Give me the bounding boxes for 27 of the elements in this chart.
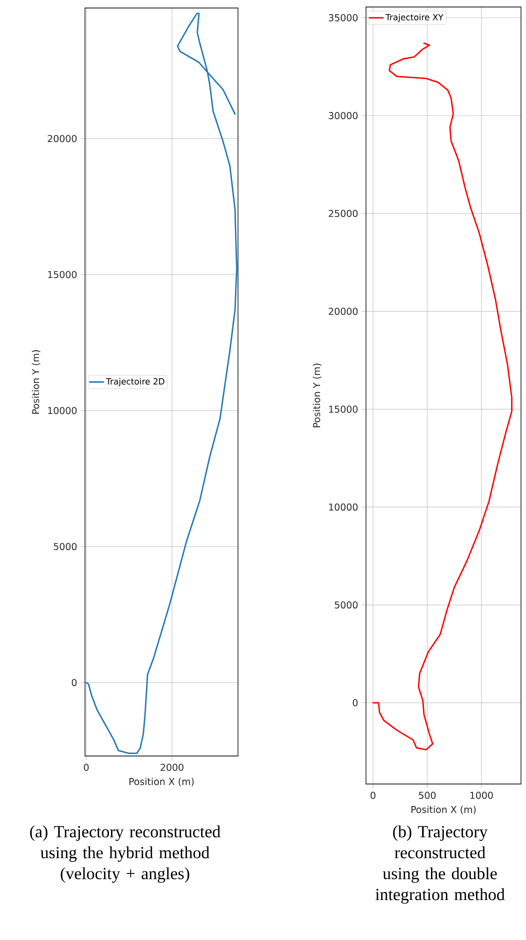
- y-tick-label: 5000: [334, 601, 358, 608]
- text: (a) Trajectory reconstructed using the hybrid method (velocity + angles): [30, 826, 221, 883]
- line-series: [372, 42, 513, 750]
- y-axis-title: Position Y (m): [312, 364, 322, 428]
- y-tick-label: 5000: [54, 542, 77, 550]
- x-tick-label: 1000: [470, 792, 493, 799]
- y-tick-label: 15000: [48, 270, 77, 278]
- y-tick-label: 10000: [329, 503, 358, 511]
- y-tick-label: 25000: [328, 210, 358, 218]
- y-tick-label: 20000: [328, 308, 358, 315]
- y-axis-title: Position Y (m): [32, 350, 40, 414]
- text: (b) Trajectory reconstructed using the double integration method: [376, 826, 505, 904]
- x-axis-title: Position X (m): [412, 806, 476, 814]
- x-tick-label: 500: [419, 792, 436, 799]
- y-tick-label: 10000: [48, 406, 77, 414]
- y-tick-label: 15000: [329, 406, 358, 413]
- y-tick-label: 20000: [48, 134, 77, 142]
- legend-label: Trajectoire 2D: [106, 378, 164, 386]
- y-tick-label: 30000: [328, 112, 358, 120]
- x-tick-label: 2000: [160, 764, 184, 771]
- x-axis-title: Position X (m): [130, 778, 194, 786]
- y-tick-label: 0: [352, 699, 358, 706]
- line-series: [86, 12, 238, 754]
- x-tick-label: 0: [370, 792, 376, 799]
- legend-label: Trajectoire XY: [386, 14, 444, 22]
- y-tick-label: 35000: [328, 14, 358, 22]
- y-tick-label: 0: [72, 678, 77, 686]
